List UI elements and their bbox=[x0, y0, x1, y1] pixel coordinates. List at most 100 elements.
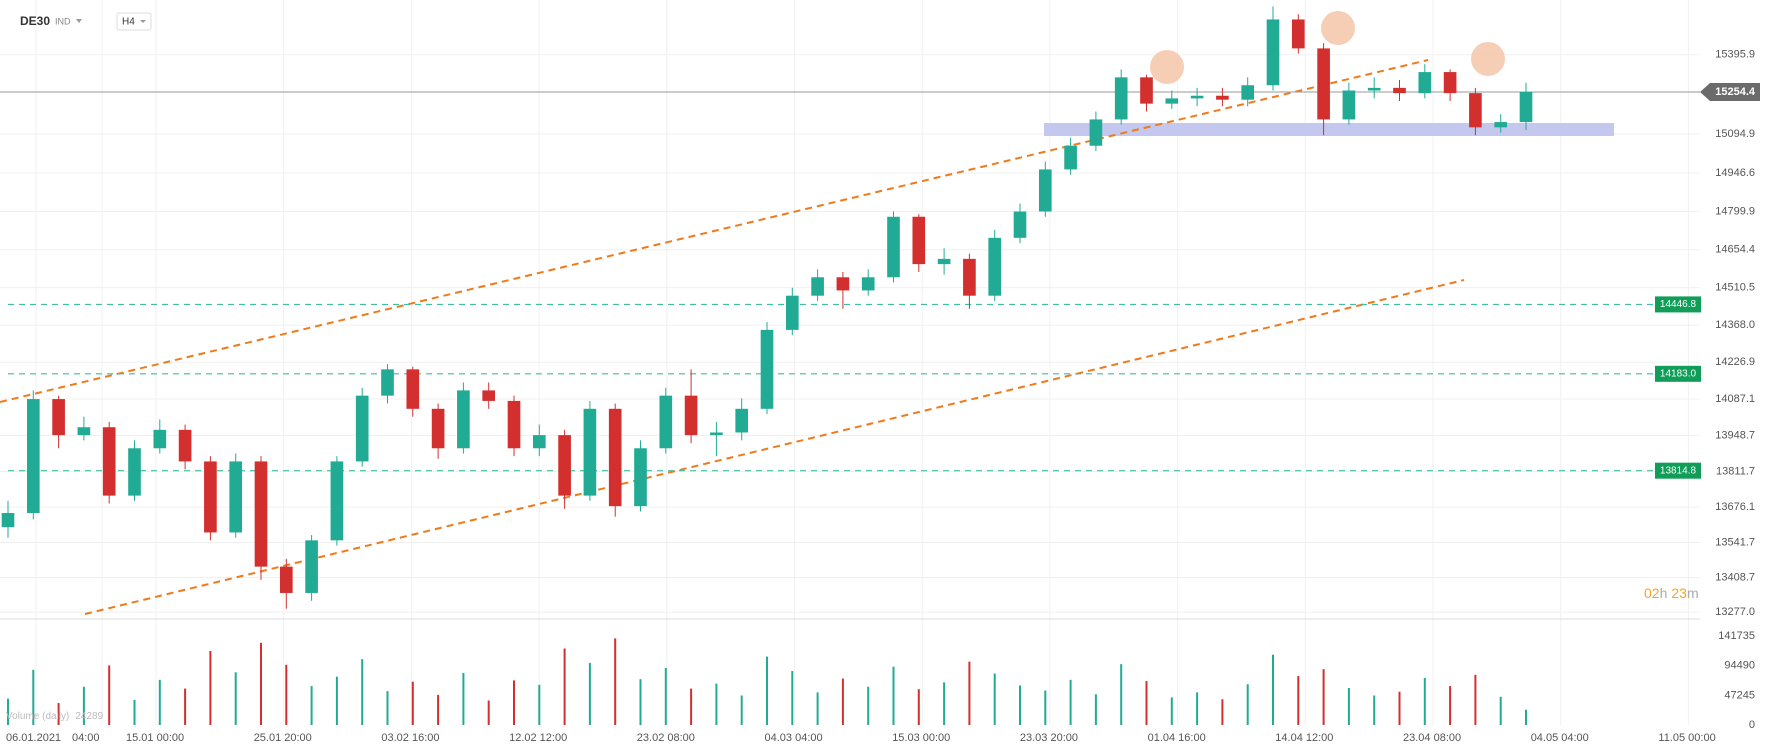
x-tick-label: 15.01 00:00 bbox=[126, 732, 184, 744]
grid bbox=[0, 0, 1700, 725]
x-tick-label: 23.03 20:00 bbox=[1020, 732, 1078, 744]
y-tick-label: 15395.9 bbox=[1715, 49, 1755, 61]
candle-body bbox=[355, 395, 369, 462]
x-tick-label: 12.02 12:00 bbox=[509, 732, 567, 744]
candle-body bbox=[229, 461, 243, 533]
x-tick-label: 23.02 08:00 bbox=[637, 732, 695, 744]
candle-body bbox=[406, 369, 420, 409]
timeframe-button[interactable] bbox=[116, 12, 152, 31]
trend-line bbox=[0, 59, 1429, 403]
candle-body bbox=[305, 540, 318, 593]
countdown: 02h 23m bbox=[1644, 585, 1699, 601]
candle-body bbox=[988, 237, 1002, 296]
candle-body bbox=[937, 258, 951, 265]
y-tick-label: 13811.7 bbox=[1716, 465, 1755, 477]
volume-tick-label: 94490 bbox=[1724, 660, 1755, 672]
candle-body bbox=[811, 277, 824, 296]
market: IND bbox=[55, 16, 71, 26]
y-tick-label: 14799.9 bbox=[1715, 205, 1755, 217]
highlight-circle bbox=[1321, 11, 1355, 45]
y-tick-label: 13541.7 bbox=[1715, 536, 1755, 548]
last-price-badge bbox=[1700, 82, 1760, 101]
candle-body bbox=[1241, 85, 1255, 100]
y-tick-label: 14368.0 bbox=[1715, 319, 1755, 331]
x-tick-label: 01.04 16:00 bbox=[1148, 732, 1206, 744]
candle-body bbox=[558, 435, 571, 496]
candle-body bbox=[634, 448, 647, 507]
y-tick-label: 14510.5 bbox=[1715, 282, 1755, 294]
minutes: 23 bbox=[1671, 585, 1687, 601]
candle-body bbox=[1, 512, 15, 528]
candle-body bbox=[735, 408, 749, 433]
volume-legend: Volume (daily) 24289 bbox=[6, 711, 104, 722]
candle-body bbox=[153, 429, 167, 449]
candle-body bbox=[1342, 90, 1356, 120]
candle-body bbox=[963, 258, 976, 296]
support-zone bbox=[1044, 123, 1614, 136]
candle-body bbox=[178, 429, 192, 462]
level-badge bbox=[1655, 462, 1701, 479]
candle-body bbox=[1140, 77, 1153, 104]
candle-body bbox=[785, 295, 799, 330]
candle-body bbox=[1443, 72, 1457, 94]
level-label: 13814.8 bbox=[1660, 465, 1697, 476]
candle-body bbox=[1317, 48, 1330, 120]
candle-body bbox=[431, 408, 445, 449]
candle-body bbox=[861, 277, 875, 291]
candle-body bbox=[836, 277, 850, 291]
trend-line bbox=[84, 279, 1465, 615]
candle-body bbox=[1216, 95, 1229, 100]
x-tick-label: 04.05 04:00 bbox=[1531, 732, 1589, 744]
candle-body bbox=[330, 461, 344, 541]
candle-body bbox=[1089, 119, 1103, 146]
candle-body bbox=[608, 408, 622, 507]
candle-body bbox=[1266, 19, 1280, 86]
y-tick-label: 14946.6 bbox=[1715, 167, 1755, 179]
candle-body bbox=[1418, 72, 1432, 94]
timeframe: H4 bbox=[122, 17, 135, 28]
candle-body bbox=[77, 427, 91, 436]
x-tick-label: 25.01 20:00 bbox=[254, 732, 312, 744]
x-tick-label: 15.03 00:00 bbox=[892, 732, 950, 744]
hours: 02 bbox=[1644, 585, 1660, 601]
volume-tick-label: 141735 bbox=[1718, 630, 1755, 642]
candle-body bbox=[684, 395, 698, 436]
level-label: 14183.0 bbox=[1660, 368, 1697, 379]
x-tick-label: 14.04 12:00 bbox=[1275, 732, 1333, 744]
x-tick-label: 04.03 04:00 bbox=[765, 732, 823, 744]
x-tick-label: 23.04 08:00 bbox=[1403, 732, 1461, 744]
y-tick-label: 13408.7 bbox=[1715, 571, 1755, 583]
y-tick-label: 13676.1 bbox=[1715, 501, 1755, 513]
x-tick-label: 03.02 16:00 bbox=[381, 732, 439, 744]
candle-body bbox=[1013, 211, 1027, 238]
dropdown-arrow bbox=[140, 20, 146, 23]
candle-body bbox=[532, 435, 546, 449]
candle-body bbox=[912, 216, 926, 265]
candle-body bbox=[52, 399, 65, 436]
candle-body bbox=[760, 329, 774, 409]
candle-body bbox=[26, 399, 40, 513]
y-tick-label: 15094.9 bbox=[1715, 128, 1755, 140]
candle-body bbox=[1519, 91, 1533, 123]
candle-body bbox=[128, 448, 141, 496]
candle-body bbox=[457, 390, 470, 449]
candle-body bbox=[279, 566, 293, 593]
x-tick-label: 11.05 00:00 bbox=[1658, 732, 1715, 744]
level-badge bbox=[1655, 296, 1701, 313]
candle-body bbox=[482, 390, 496, 401]
candle-body bbox=[659, 395, 673, 449]
y-tick-label: 13948.7 bbox=[1715, 429, 1755, 441]
candle-body bbox=[381, 369, 394, 396]
volume-last: 24289 bbox=[75, 711, 103, 722]
candle-body bbox=[1291, 19, 1305, 49]
y-tick-label: 14087.1 bbox=[1715, 393, 1755, 405]
candle-body bbox=[507, 400, 521, 449]
candle-body bbox=[1165, 98, 1179, 104]
y-tick-label: 14654.4 bbox=[1715, 244, 1755, 256]
candle-body bbox=[254, 461, 268, 567]
level-label: 14446.8 bbox=[1660, 299, 1697, 310]
candle-body bbox=[1393, 87, 1406, 94]
candle-body bbox=[710, 432, 723, 436]
candle-body bbox=[102, 427, 116, 496]
